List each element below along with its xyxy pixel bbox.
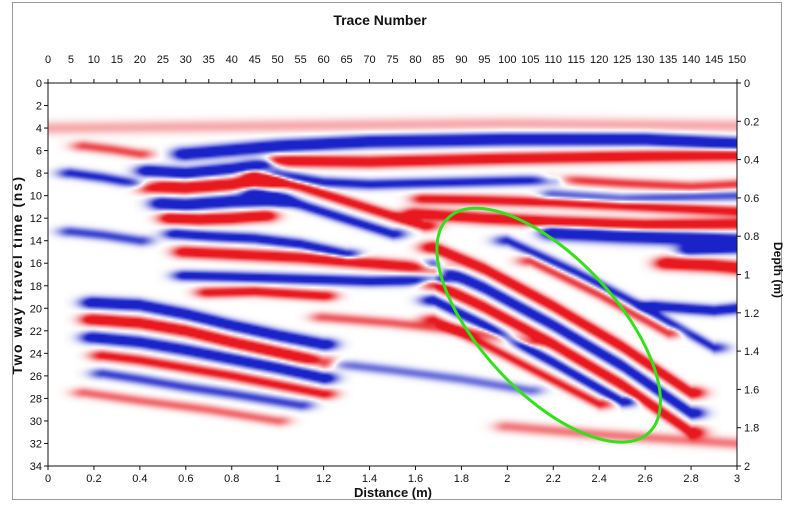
left-tick-label: 2 [36,101,42,113]
right-tick-label: 1 [744,270,750,282]
top-tick-label: 75 [386,54,398,66]
left-tick-label: 0 [36,78,42,90]
bottom-axis-title: Distance (m) [354,485,432,500]
top-tick-label: 100 [498,54,516,66]
left-tick-label: 28 [30,393,42,405]
top-tick-label: 140 [682,54,700,66]
left-tick-label: 8 [36,168,42,180]
left-tick-label: 32 [30,438,42,450]
right-tick-label: 0.4 [744,155,759,167]
bottom-tick-label: 2 [504,473,510,485]
left-tick-label: 6 [36,146,42,158]
gpr-radargram-figure: Trace Number 0 5 10 15 20 25 30 35 40 45 50 55 60 65 7… [13,12,783,500]
top-tick-label: 10 [88,54,100,66]
right-tick-label: 0.6 [744,193,759,205]
right-tick-label: 1.4 [744,346,759,358]
top-tick-label: 95 [478,54,490,66]
top-tick-label: 70 [363,54,375,66]
top-tick-label: 0 [45,54,51,66]
bottom-tick-label: 2.8 [683,473,698,485]
left-tick-label: 16 [30,258,42,270]
top-axis-title: Trace Number [333,12,427,28]
right-tick-label: 0.8 [744,231,759,243]
top-tick-label: 105 [521,54,539,66]
top-tick-label: 55 [295,54,307,66]
bottom-tick-label: 0.8 [224,473,239,485]
left-tick-label: 10 [30,191,42,203]
left-axis-title: Two way travel time (ns) [13,175,25,374]
left-tick-label: 20 [30,303,42,315]
bottom-tick-label: 0.6 [178,473,193,485]
top-tick-label: 150 [728,54,746,66]
left-tick-label: 26 [30,371,42,383]
top-tick-label: 5 [68,54,74,66]
top-tick-label: 25 [157,54,169,66]
top-tick-label: 65 [340,54,352,66]
top-tick-label: 60 [317,54,329,66]
top-tick-label: 85 [432,54,444,66]
bottom-tick-label: 1 [275,473,281,485]
right-axis-title: Depth (m) [771,242,783,298]
bottom-tick-label: 1.2 [316,473,331,485]
annotation-layer [435,206,662,444]
top-tick-label: 15 [111,54,123,66]
top-tick-label: 145 [705,54,723,66]
top-tick-label: 45 [249,54,261,66]
right-tick-label: 1.8 [744,423,759,435]
right-tick-label: 2 [744,461,750,473]
heatmap-image [48,83,737,466]
bottom-tick-label: 0.4 [132,473,147,485]
left-tick-label: 14 [30,236,42,248]
top-tick-label: 80 [409,54,421,66]
left-tick-label: 4 [36,123,42,135]
top-tick-label: 50 [272,54,284,66]
plot-border [47,82,738,467]
figure-frame: Trace Number 0 5 10 15 20 25 30 35 40 45 50 55 60 65 7… [12,2,783,500]
bottom-tick-label: 1.6 [408,473,423,485]
bottom-tick-label: 0.2 [86,473,101,485]
right-tick-label: 0 [744,78,750,90]
top-tick-label: 130 [636,54,654,66]
top-tick-label: 30 [180,54,192,66]
top-tick-label: 125 [613,54,631,66]
top-tick-label: 40 [226,54,238,66]
right-axis-ticks: 0 0.2 0.4 0.6 0.8 1 1.2 1.4 1.6 1.8 2 [737,78,759,473]
top-tick-label: 20 [134,54,146,66]
bottom-tick-label: 1.8 [454,473,469,485]
left-tick-label: 18 [30,281,42,293]
right-tick-label: 1.6 [744,384,759,396]
top-tick-label: 120 [590,54,608,66]
left-tick-label: 34 [30,461,42,473]
right-tick-label: 1.2 [744,308,759,320]
bottom-tick-label: 2.6 [637,473,652,485]
bottom-tick-label: 3 [734,473,740,485]
highlight-ellipse [435,206,662,444]
bottom-tick-label: 2.4 [592,473,607,485]
bottom-axis-ticks: 0 0.2 0.4 0.6 0.8 1 1.2 1.4 1.6 1.8 2 2.2 2.4 2.6 2.8 3 [45,466,740,485]
bottom-tick-label: 2.2 [546,473,561,485]
left-tick-label: 22 [30,326,42,338]
bottom-tick-label: 1.4 [362,473,377,485]
bottom-tick-label: 0 [45,473,51,485]
left-tick-label: 24 [30,348,42,360]
top-tick-label: 110 [544,54,562,66]
left-tick-label: 12 [30,213,42,225]
top-axis-ticks: 0 5 10 15 20 25 30 35 40 45 50 55 60 65 70 75 80 85 90 95 10… [45,54,746,83]
top-tick-label: 135 [659,54,677,66]
top-tick-label: 90 [455,54,467,66]
top-tick-label: 35 [203,54,215,66]
left-tick-label: 30 [30,416,42,428]
top-tick-label: 115 [567,54,585,66]
right-tick-label: 0.2 [744,116,759,128]
